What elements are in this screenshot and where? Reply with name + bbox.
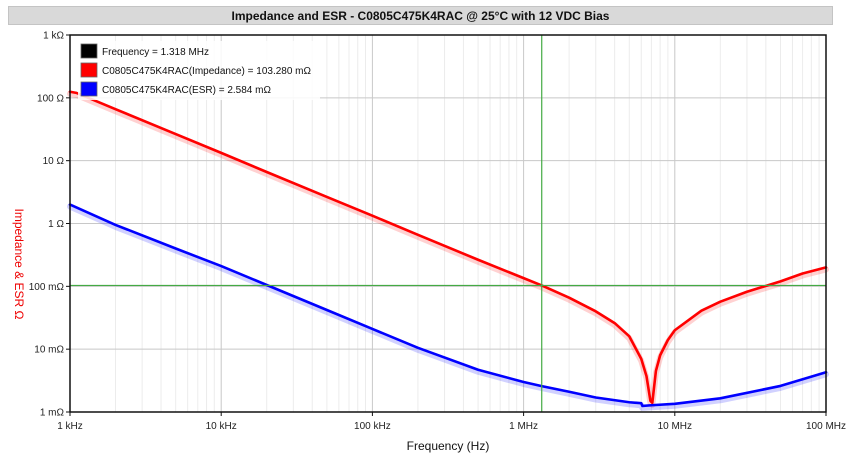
legend-entry-text: C0805C475K4RAC(ESR) = 2.584 mΩ (102, 85, 271, 96)
y-tick-label: 1 mΩ (40, 408, 65, 419)
x-tick-label: 1 kHz (57, 421, 83, 432)
x-tick-label: 10 kHz (206, 421, 237, 432)
y-axis-ticks: 1 mΩ 10 mΩ 100 mΩ 1 Ω 10 Ω 100 Ω 1 kΩ (29, 31, 70, 419)
y-tick-label: 100 mΩ (29, 282, 65, 293)
cursor-crosshair (70, 35, 826, 412)
y-axis-title: Impedance & ESR Ω (12, 208, 26, 319)
impedance-series-line[interactable] (68, 90, 828, 405)
x-tick-label: 1 MHz (509, 421, 538, 432)
y-tick-label: 1 kΩ (43, 31, 64, 42)
chart-title: Impedance and ESR - C0805C475K4RAC @ 25°… (231, 8, 610, 23)
y-tick-label: 100 Ω (37, 93, 64, 104)
x-tick-label: 10 MHz (658, 421, 692, 432)
legend-entry-text: Frequency = 1.318 MHz (102, 47, 209, 58)
x-tick-label: 100 MHz (806, 421, 846, 432)
series-shadow-0 (67, 90, 829, 408)
legend-swatch (80, 62, 98, 78)
legend-swatch (80, 43, 98, 59)
y-tick-label: 10 Ω (43, 156, 65, 167)
legend-background (78, 41, 320, 100)
legend: Frequency = 1.318 MHz C0805C475K4RAC(Impe… (78, 41, 320, 100)
y-tick-label: 10 mΩ (34, 345, 64, 356)
x-axis-ticks: 1 kHz 10 kHz 100 kHz 1 MHz 10 MHz 100 MHz (57, 412, 846, 432)
legend-entry-text: C0805C475K4RAC(Impedance) = 103.280 mΩ (102, 66, 312, 77)
series-lines (67, 90, 829, 411)
y-tick-label: 1 Ω (48, 219, 64, 230)
x-tick-label: 100 kHz (354, 421, 391, 432)
x-axis-title: Frequency (Hz) (407, 439, 490, 453)
chart-title-bar: Impedance and ESR - C0805C475K4RAC @ 25°… (8, 6, 833, 25)
legend-swatch (80, 81, 98, 97)
